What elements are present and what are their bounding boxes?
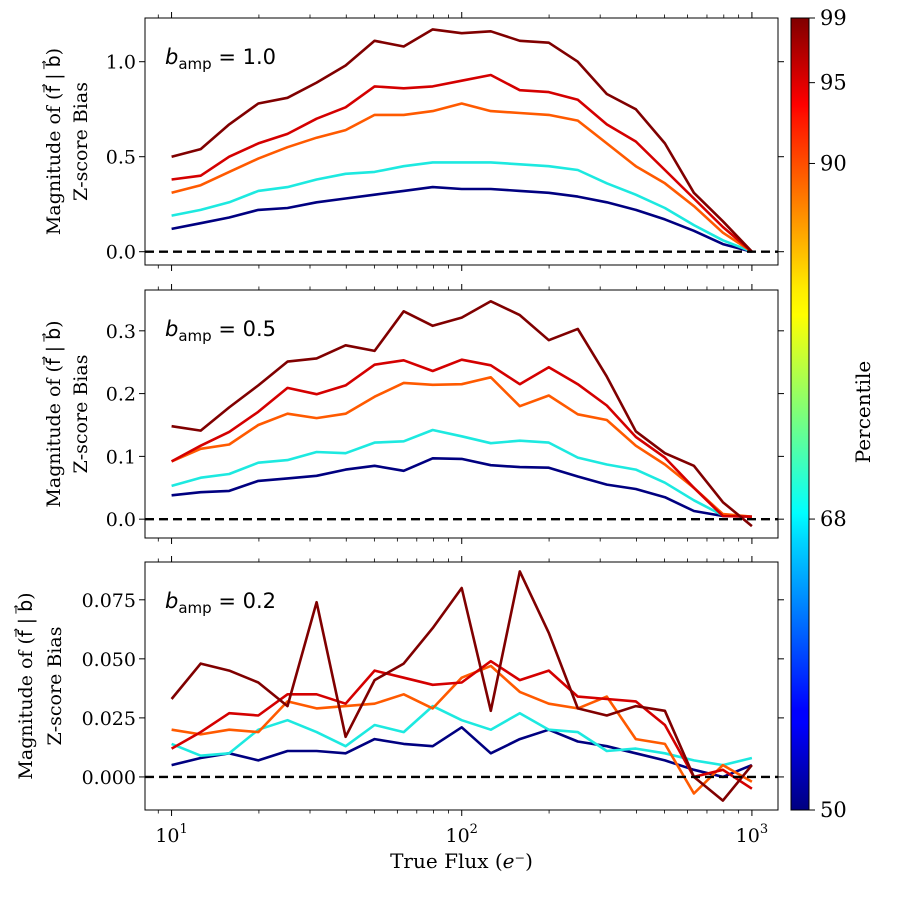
colorbar-label-group: Percentile: [851, 361, 875, 464]
colorbar: 50 68 90 95 99 Percentile: [790, 6, 875, 822]
series-line-p90: [171, 102, 753, 253]
series-line-p95: [170, 659, 753, 790]
panel-3: 0.000 0.025 0.050 0.075 bamp = 0.2 Magnitude …: [14, 556, 784, 816]
series-line-p95: [170, 358, 752, 518]
panels: 0.0 0.5 1.0 bamp = 1.0 Magnitude of (f⃗ | b⃗…: [14, 12, 784, 816]
colorbar-gradient: [790, 17, 810, 811]
y-tick-label: 0.2: [106, 384, 136, 406]
panel-2: 0.0 0.1 0.2 0.3 bamp = 0.5 Magnitude of (f⃗ |…: [42, 284, 784, 544]
y-tick-label: 0.1: [106, 446, 136, 468]
y-tick-label: 1.0: [106, 52, 136, 74]
y-axis-label-line2: Z-score Bias: [70, 355, 92, 474]
x-tick-label: 101: [155, 822, 187, 847]
y-tick-label: 0.025: [82, 708, 136, 730]
colorbar-label: Percentile: [851, 361, 875, 464]
series-group: [170, 299, 753, 528]
y-axis-label: Magnitude of (f⃗ | b⃗) Z-score Bias: [42, 48, 92, 235]
panel-annotation: bamp = 0.5: [165, 317, 276, 345]
y-tick-label: 0.000: [82, 767, 136, 789]
x-tick-label: 102: [445, 822, 477, 847]
series-line-p90: [171, 375, 753, 518]
y-axis-label-line1: Magnitude of (f⃗ | b⃗): [42, 320, 65, 507]
series-line-p50: [171, 725, 753, 779]
series-line-p68: [171, 704, 753, 767]
series-line-p68: [171, 161, 753, 253]
y-tick-label: 0.075: [82, 590, 136, 612]
colorbar-tick-label: 99: [820, 6, 847, 30]
y-tick-label: 0.0: [106, 509, 136, 531]
y-tick-label: 0.050: [82, 649, 136, 671]
series-line-p95: [171, 73, 753, 253]
series-line-p50: [171, 185, 753, 253]
series-line-p99: [171, 299, 753, 528]
series-line-p50: [171, 456, 752, 518]
y-axis-label: Magnitude of (f⃗ | b⃗) Z-score Bias: [14, 592, 66, 779]
colorbar-tick-label: 90: [820, 151, 847, 175]
series-group: [170, 570, 753, 802]
panel-annotation: bamp = 0.2: [165, 589, 276, 617]
series-line-p68: [171, 428, 752, 518]
y-axis-label-line2: Z-score Bias: [70, 82, 92, 201]
y-axis-label: Magnitude of (f⃗ | b⃗) Z-score Bias: [42, 320, 92, 507]
series-line-p99: [170, 570, 753, 802]
y-tick-label: 0.0: [106, 242, 136, 264]
panel-1: 0.0 0.5 1.0 bamp = 1.0 Magnitude of (f⃗ | b⃗…: [42, 12, 784, 271]
colorbar-tick-label: 95: [820, 71, 847, 95]
x-axis: 101 102 103 True Flux (e⁻): [155, 822, 768, 873]
y-tick-label: 0.3: [106, 321, 136, 343]
x-tick-label: 103: [736, 822, 768, 847]
panel-annotation: bamp = 1.0: [165, 45, 276, 73]
series-group: [171, 28, 753, 253]
y-tick-label: 0.5: [106, 147, 136, 169]
colorbar-tick-label: 68: [820, 507, 847, 531]
series-line-p99: [171, 28, 753, 253]
x-axis-label: True Flux (e⁻): [390, 849, 533, 873]
y-axis-label-line2: Z-score Bias: [44, 627, 66, 746]
y-axis-label-line1: Magnitude of (f⃗ | b⃗): [14, 592, 37, 779]
y-axis-label-line1: Magnitude of (f⃗ | b⃗): [42, 48, 65, 235]
series-line-p90: [171, 664, 753, 795]
colorbar-tick-label: 50: [820, 798, 847, 822]
